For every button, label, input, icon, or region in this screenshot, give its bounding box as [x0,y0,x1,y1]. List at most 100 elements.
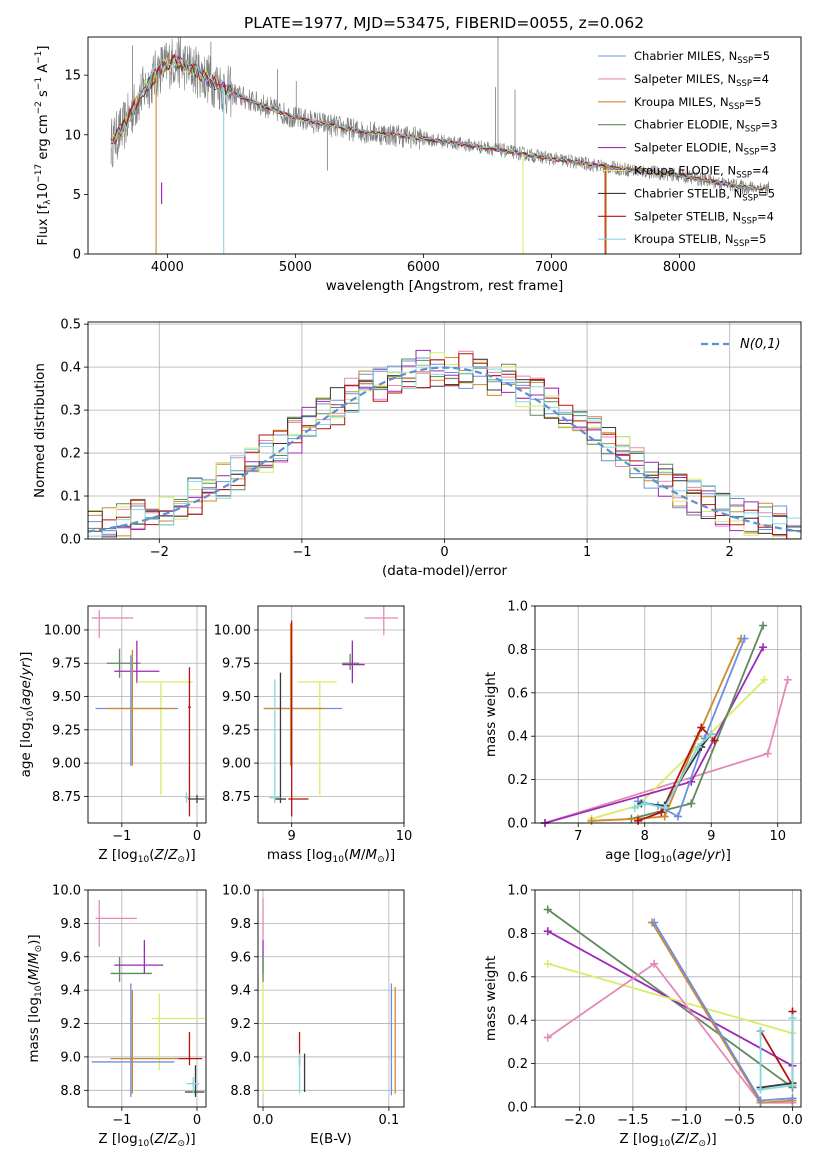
legend-label-sub: SSP [741,216,757,226]
spectrum-xlabel: wavelength [Angstrom, rest frame] [326,278,564,294]
age_vs_mass-ytick-label: 9.00 [222,757,251,772]
massweight_vs_Z-ytick-label: 0.0 [507,1101,528,1116]
massweight_vs_Z-xlabel: Z [log10(Z/Z⊙)] [619,1131,716,1149]
massweight_vs_Z-plot-area [543,905,797,1107]
mass-weight-marker [756,1085,765,1094]
massweight_vs_Z-ytick-label: 0.6 [507,970,528,985]
errorbar-point [114,940,164,974]
residuals-xtick-label: −1 [292,545,311,560]
massweight_vs_age-ytick-label: 0.8 [507,643,528,658]
errorbar-point [342,653,360,670]
figure-title: PLATE=1977, MJD=53475, FIBERID=0055, z=0… [244,14,644,32]
residuals-xtick-label: 1 [583,545,591,560]
errorbar-point [136,681,194,796]
mass-weight-marker [543,959,552,968]
residuals-ytick-label: 0.1 [60,490,81,505]
massweight_vs_age-xtick-label: 9 [707,829,715,844]
errorbar-point [184,792,188,804]
legend-label-sub: SSP [736,79,752,89]
age_vs_mass-xlabel: mass [log10(M/M⊙)] [267,847,395,865]
age_vs_Z-xtick-label: −1 [112,829,131,844]
mass_vs_Z-ytick-label: 10.0 [52,884,81,899]
errorbar-point [297,681,337,796]
massweight_vs_Z-xtick-label: −1.0 [670,1113,702,1128]
legend-label-tail: =3 [761,118,778,132]
mass-weight-line [547,962,793,1035]
massweight_vs_age-xtick-label: 10 [769,829,786,844]
gaussian-reference-curve [88,366,801,533]
mass_vs_EBV-axes: 0.0 0.1 8.8 9.0 9.2 9.4 9.6 9.8 10.0 [222,884,404,1128]
errorbar-point [114,640,160,684]
mass-weight-marker [759,643,768,652]
mass-weight-marker [587,816,596,825]
errorbar-point [91,609,134,638]
massweight_vs_Z-ytick-label: 0.2 [507,1057,528,1072]
legend-label-sub: SSP [729,102,745,112]
residuals-plot-area [88,349,801,539]
mass-weight-marker [543,905,552,914]
age_vs_mass-xtick-label: 10 [396,829,413,844]
age_vs_mass-frame [257,605,405,824]
legend-label-sub: SSP [744,148,760,158]
legend-label: Chabrier ELODIE, N [634,118,745,132]
residual-histogram [88,353,801,539]
residuals-xtick-label: 0 [440,545,448,560]
mass-weight-marker [634,816,643,825]
massweight_vs_age-ytick-label: 0.4 [507,730,528,745]
age_vs_Z-xtick-label: 0 [193,829,201,844]
spectrum-ytick-label: 15 [64,69,81,84]
massweight_vs_age-ytick-label: 0.2 [507,773,528,788]
mass-weight-marker [707,730,716,739]
model-spectrum-line [110,53,768,191]
legend-label-tail: =5 [758,186,775,200]
errorbar-point [178,1031,203,1066]
residuals-ylabel: Normed distribution [32,363,48,498]
mass-weight-marker [693,743,702,752]
mass-weight-marker [788,1094,797,1103]
mass_vs_Z-plot-area [91,900,205,1097]
legend-entry: Kroupa STELIB, NSSP=5 [634,232,766,249]
mass-weight-marker [640,799,649,808]
mass_vs_Z-ytick-label: 9.2 [60,1017,81,1032]
errorbar-point [106,649,175,766]
mass_vs_EBV-ytick-label: 9.8 [230,917,251,932]
legend-entry: Chabrier STELIB, NSSP=5 [634,186,775,203]
legend-entry: N(0,1) [740,337,781,352]
age_vs_Z-ytick-label: 9.00 [52,757,81,772]
legend-label-tail: =4 [752,72,769,86]
mass_vs_Z-xtick-label: −1 [112,1113,131,1128]
spectrum-xtick-label: 7000 [535,260,568,275]
massweight_vs_Z-ytick-label: 0.4 [507,1014,528,1029]
mass_vs_EBV-frame [257,889,405,1108]
mass_vs_Z-ytick-label: 8.8 [60,1084,81,1099]
legend-label: Kroupa ELODIE, N [634,164,736,178]
residuals-ytick-label: 0.4 [60,361,81,376]
age_vs_Z-ytick-label: 8.75 [52,790,81,805]
massweight_vs_age-ytick-label: 0.6 [507,686,528,701]
residuals-ytick-label: 0.0 [60,533,81,548]
mass-weight-marker [630,803,639,812]
errorbar-point [269,679,281,804]
mass-weight-marker [710,736,719,745]
legend-label: Kroupa MILES, N [634,95,729,109]
residual-histogram [88,365,801,539]
legend-label-tail: =5 [753,49,770,63]
massweight_vs_age-plot-area [540,621,792,827]
errorbar-point [187,667,191,817]
mass_vs_EBV-ytick-label: 9.6 [230,950,251,965]
legend-label: Salpeter MILES, N [634,72,736,86]
errorbar-point [364,606,399,636]
errorbar-point [106,648,141,678]
massweight_vs_Z-xtick-label: −0.5 [723,1113,755,1128]
mass-weight-marker [740,634,749,643]
massweight_vs_age-xlabel: age [log10(age/yr)] [605,847,731,865]
legend-label-tail: =4 [757,209,774,223]
age_vs_Z-xlabel: Z [log10(Z/Z⊙)] [98,847,195,865]
legend-label: Chabrier MILES, N [634,49,737,63]
residuals-ytick-label: 0.2 [60,447,81,462]
legend-entry: Salpeter STELIB, NSSP=4 [634,209,774,226]
age_vs_Z-plot-area [91,609,205,817]
legend-label-tail: =4 [752,164,769,178]
massweight_vs_Z-xtick-label: −2.0 [564,1113,596,1128]
